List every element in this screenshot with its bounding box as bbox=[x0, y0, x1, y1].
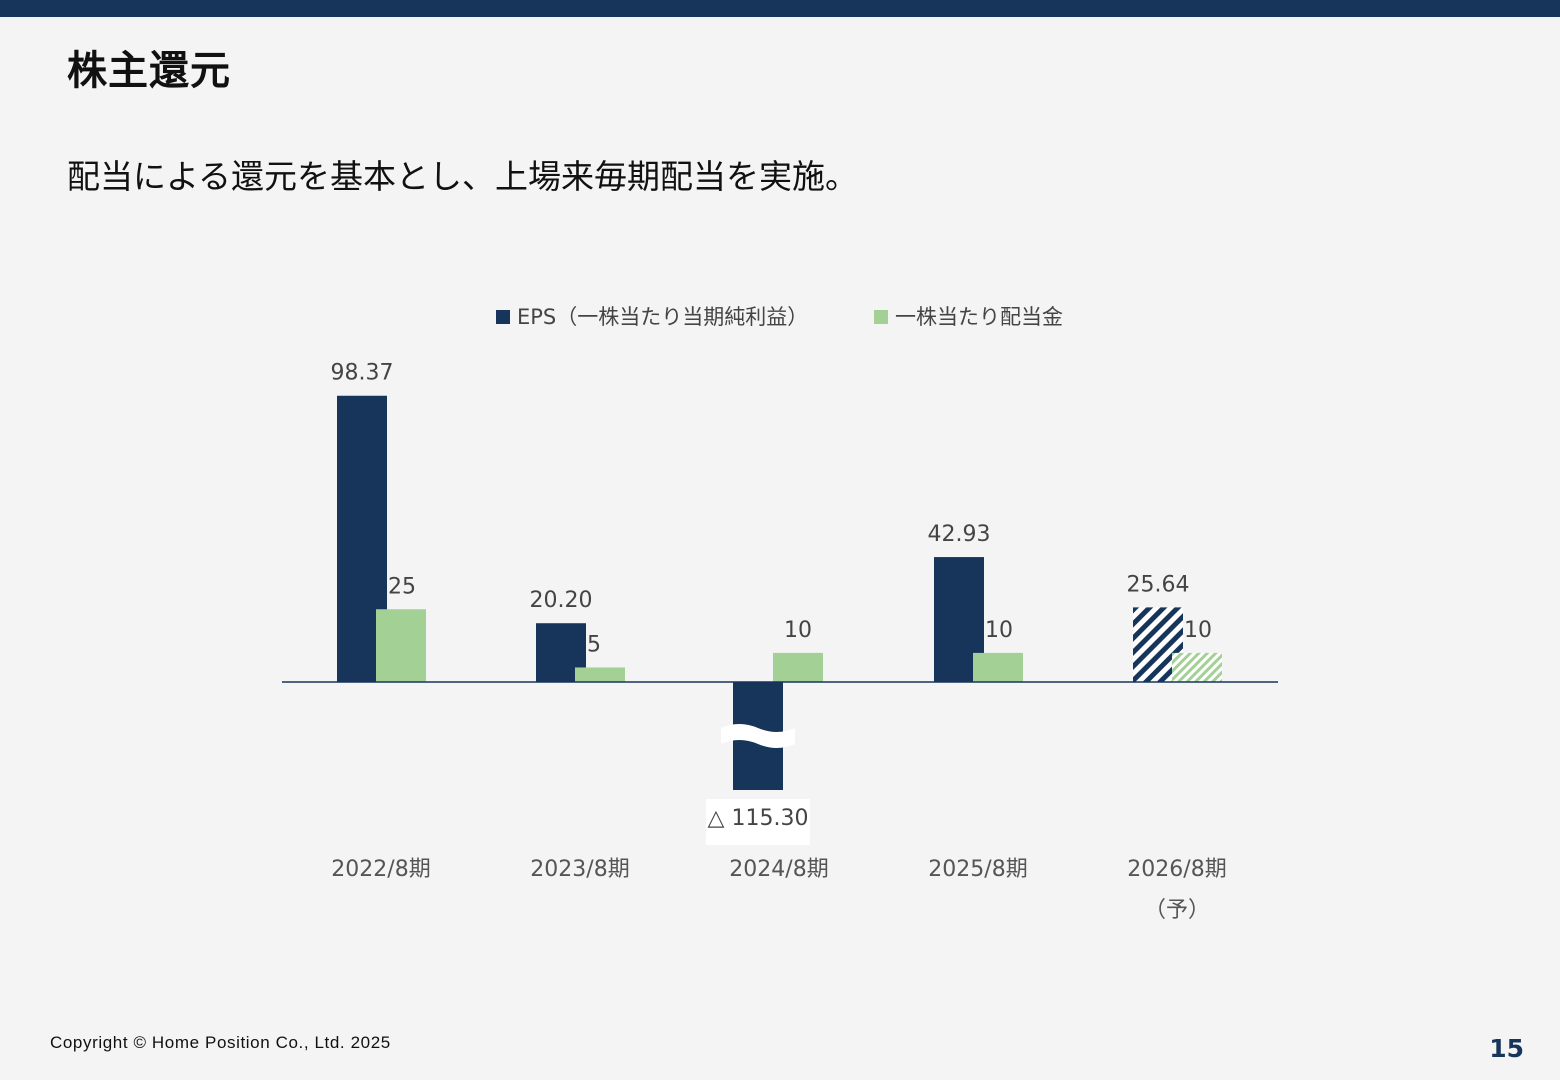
negative-label-box bbox=[706, 799, 810, 845]
dividend-bar-0 bbox=[376, 609, 426, 682]
eps-label-1: 20.20 bbox=[530, 588, 593, 613]
axis-break-mark bbox=[721, 724, 795, 748]
eps-label-3: 42.93 bbox=[928, 522, 991, 547]
dividend-label-4: 10 bbox=[1184, 618, 1212, 643]
page-title: 株主還元 bbox=[67, 48, 231, 94]
x-tick-label-4: 2026/8期 bbox=[1127, 857, 1226, 882]
dividend-bar-1 bbox=[575, 667, 625, 682]
page-number: 15 bbox=[1489, 1034, 1524, 1063]
x-tick-label-0: 2022/8期 bbox=[331, 857, 430, 882]
x-tick-label-4-line2: （予） bbox=[1144, 898, 1210, 923]
x-tick-label-2: 2024/8期 bbox=[729, 857, 828, 882]
eps-label-0: 98.37 bbox=[331, 361, 394, 386]
copyright: Copyright © Home Position Co., Ltd. 2025 bbox=[50, 1033, 391, 1052]
legend-label-1: 一株当たり配当金 bbox=[895, 305, 1063, 329]
chart-legend: EPS（一株当たり当期純利益） 一株当たり配当金 bbox=[496, 305, 1063, 329]
dividend-bar-4 bbox=[1172, 652, 1222, 682]
top-band bbox=[0, 0, 1560, 17]
dividend-bar-2 bbox=[773, 652, 823, 682]
dividend-label-2: 10 bbox=[784, 618, 812, 643]
legend-swatch-1 bbox=[874, 310, 888, 324]
dividend-bar-3 bbox=[973, 652, 1023, 682]
dividend-label-3: 10 bbox=[985, 618, 1013, 643]
lead-text: 配当による還元を基本とし、上場来毎期配当を実施。 bbox=[67, 157, 859, 196]
dividend-label-1: 5 bbox=[587, 632, 601, 657]
x-tick-label-1: 2023/8期 bbox=[530, 857, 629, 882]
dividend-label-0: 25 bbox=[388, 574, 416, 599]
legend-label-0: EPS（一株当たり当期純利益） bbox=[517, 305, 808, 329]
legend-swatch-0 bbox=[496, 310, 510, 324]
eps-label-4: 25.64 bbox=[1127, 572, 1190, 597]
x-tick-label-3: 2025/8期 bbox=[928, 857, 1027, 882]
eps-label-2: △ 115.30 bbox=[708, 806, 809, 831]
